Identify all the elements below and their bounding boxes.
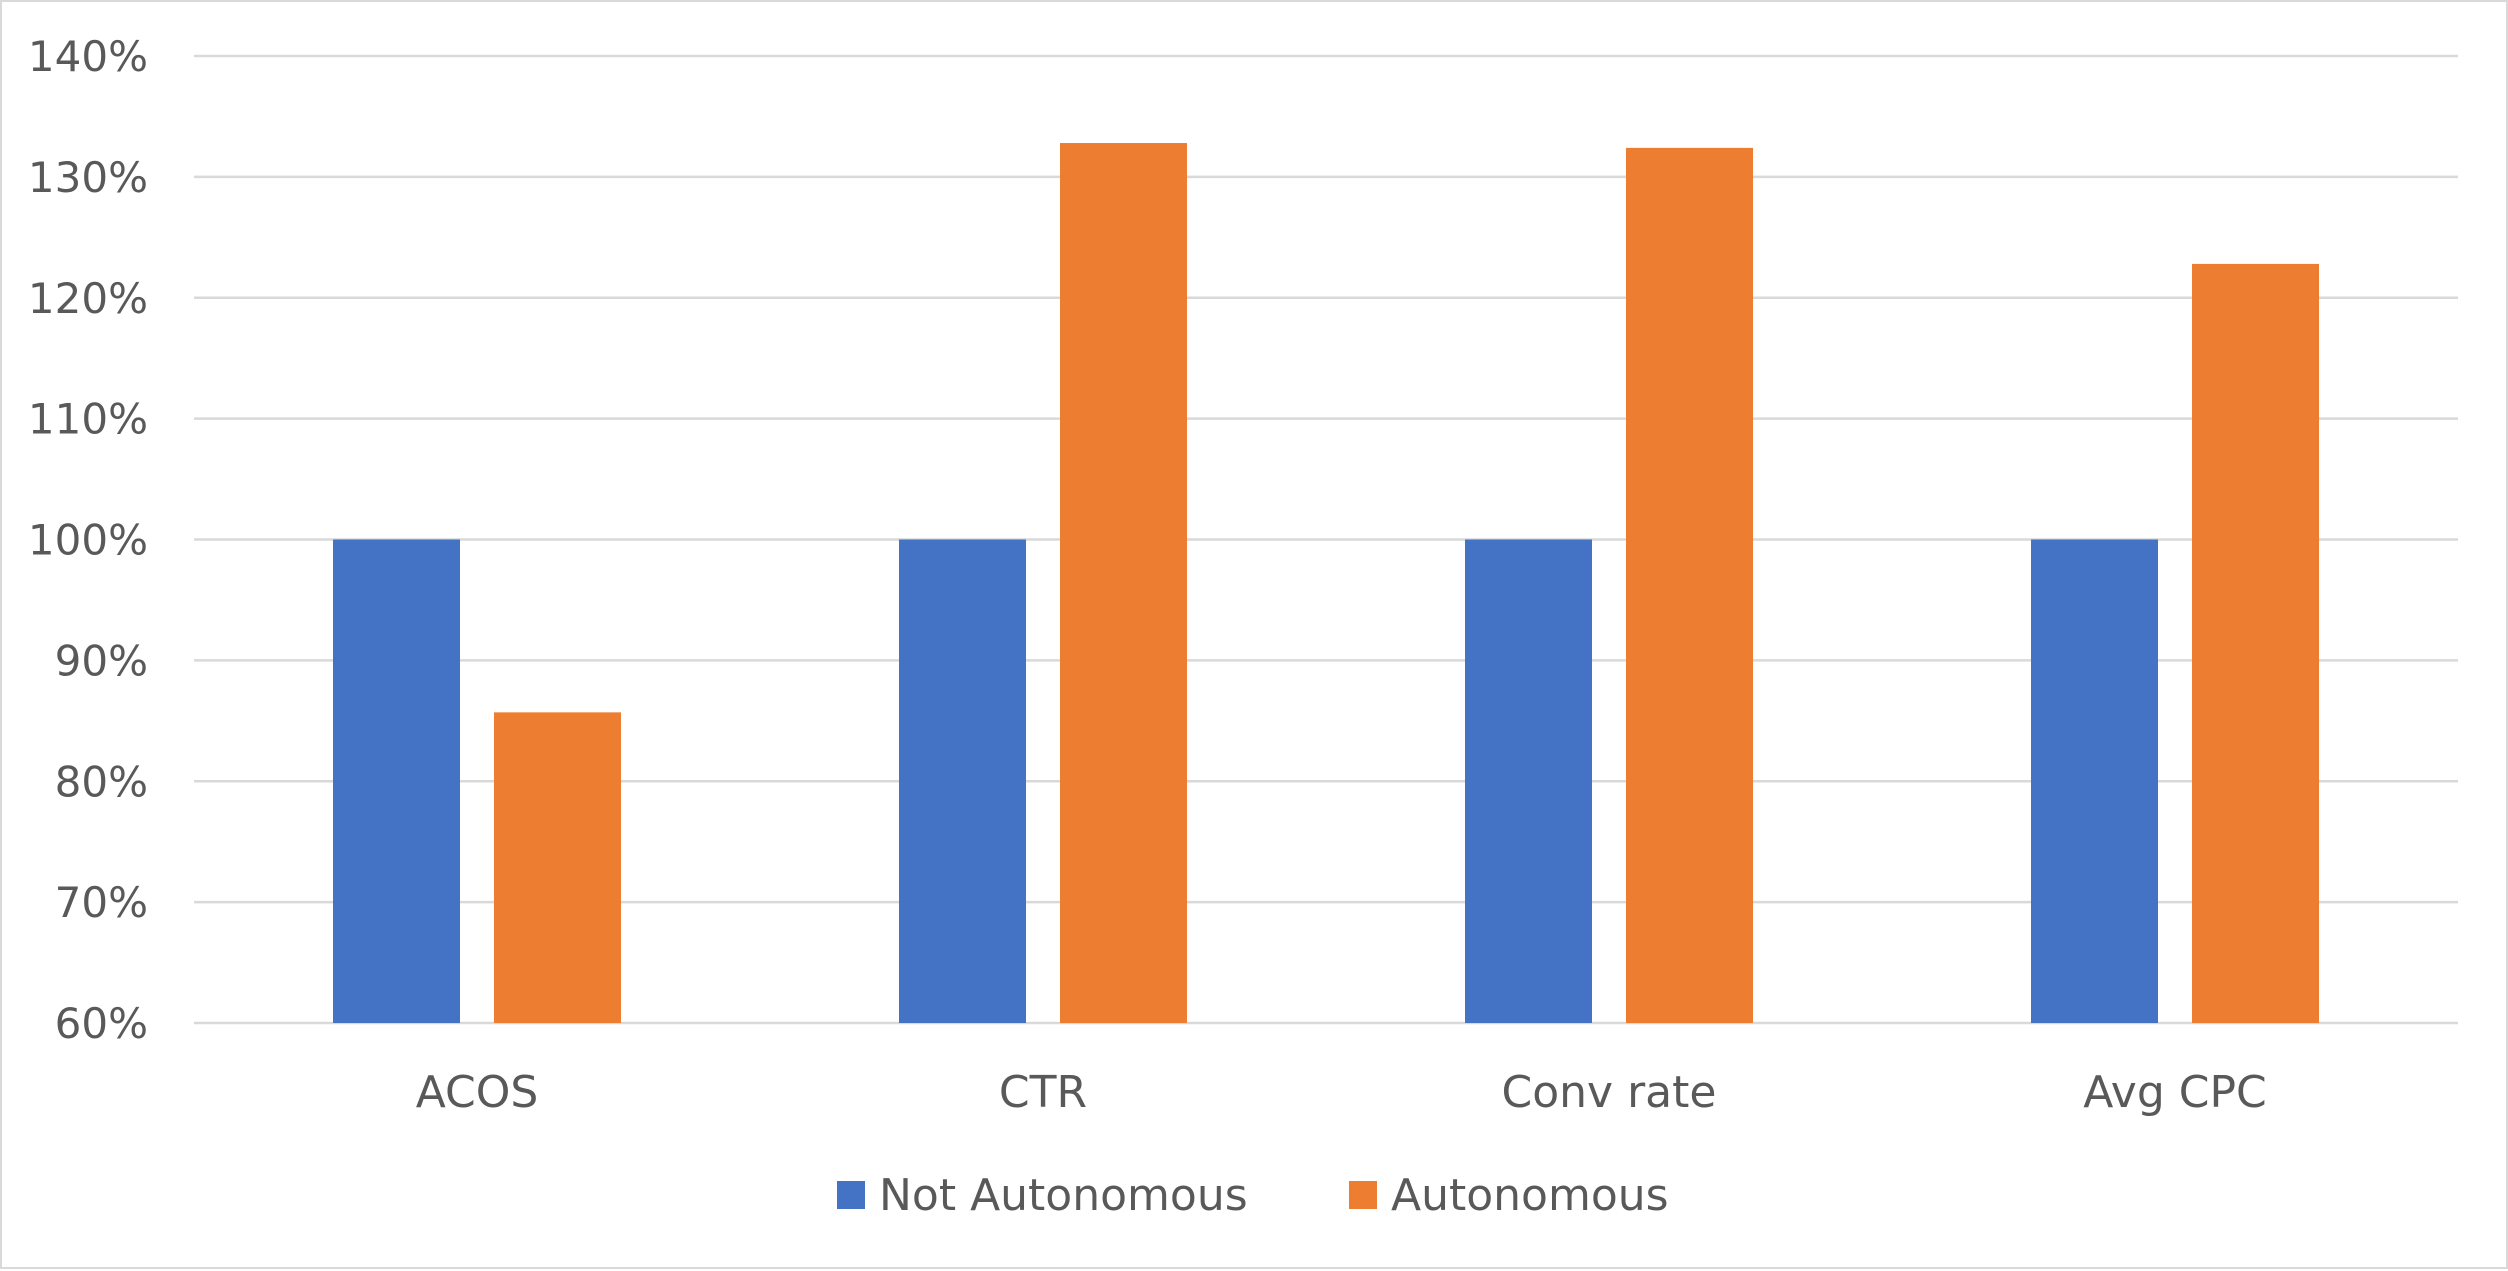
y-axis-ticks: 60% 70% 80% 90% 100% 110% 120% 130% 140% — [28, 32, 148, 1048]
x-category-label: CTR — [999, 1067, 1087, 1118]
y-tick-label: 60% — [55, 999, 148, 1048]
legend-swatch — [1349, 1181, 1377, 1209]
legend-label: Autonomous — [1391, 1170, 1669, 1221]
x-axis-categories: ACOS CTR Conv rate Avg CPC — [416, 1067, 2267, 1118]
y-tick-label: 100% — [28, 516, 148, 565]
legend-swatch — [837, 1181, 865, 1209]
x-category-label: Conv rate — [1502, 1067, 1717, 1118]
x-category-label: Avg CPC — [2083, 1067, 2266, 1118]
x-category-label: ACOS — [416, 1067, 539, 1118]
y-tick-label: 70% — [55, 878, 148, 927]
bar-not-autonomous-conv-rate — [1465, 539, 1592, 1023]
y-tick-label: 90% — [55, 636, 148, 685]
bar-not-autonomous-avg-cpc — [2031, 539, 2158, 1023]
bar-not-autonomous-ctr — [899, 539, 1026, 1023]
bars — [333, 143, 2319, 1024]
legend: Not Autonomous Autonomous — [837, 1170, 1669, 1221]
y-tick-label: 80% — [55, 757, 148, 806]
y-tick-label: 120% — [28, 274, 148, 323]
bar-autonomous-conv-rate — [1626, 147, 1753, 1024]
bar-autonomous-avg-cpc — [2192, 263, 2319, 1023]
bar-not-autonomous-acos — [333, 539, 460, 1023]
bar-autonomous-ctr — [1060, 143, 1187, 1023]
bar-autonomous-acos — [494, 712, 621, 1023]
y-tick-label: 110% — [28, 395, 148, 444]
y-tick-label: 140% — [28, 32, 148, 81]
legend-label: Not Autonomous — [879, 1170, 1248, 1221]
y-tick-label: 130% — [28, 153, 148, 202]
